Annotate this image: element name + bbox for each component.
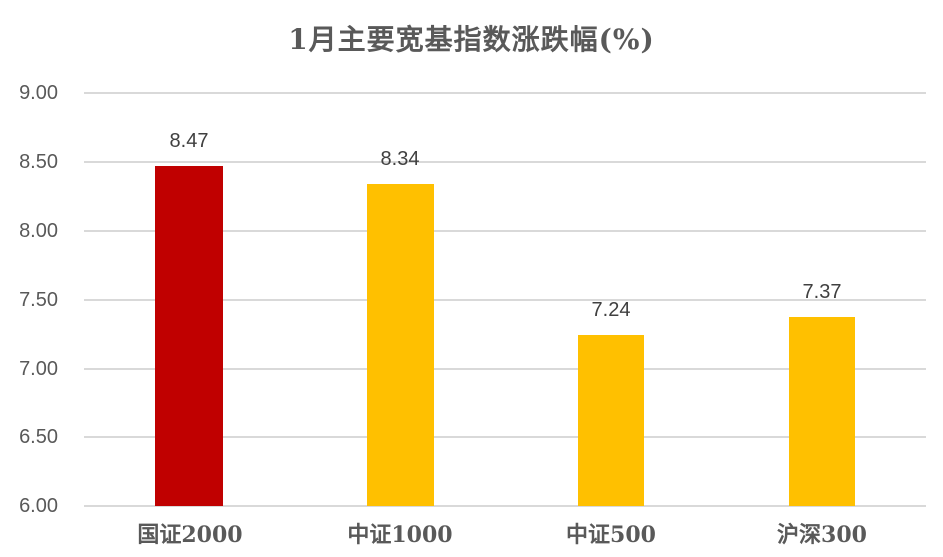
- data-label: 8.47: [169, 129, 209, 152]
- y-tick-label: 8.00: [19, 220, 58, 242]
- gridline-7-00: [84, 368, 926, 370]
- y-tick-label: 8.50: [19, 151, 58, 173]
- gridline-8-50: [84, 161, 926, 163]
- data-label: 7.37: [802, 281, 842, 304]
- y-tick-label: 6.00: [19, 495, 58, 517]
- y-tick-label: 7.50: [19, 289, 58, 311]
- gridline-9-00: [84, 92, 926, 94]
- gridline-6-50: [84, 436, 926, 438]
- bar-hushen-300: [789, 317, 855, 506]
- x-tick-label: 中证500: [566, 522, 656, 548]
- bar-zhongzheng-500: [578, 335, 644, 506]
- x-tick-label: 沪深300: [777, 522, 867, 548]
- x-axis-line: [84, 505, 926, 507]
- data-label: 7.24: [591, 299, 631, 322]
- gridline-8-00: [84, 230, 926, 232]
- x-tick-label: 中证1000: [347, 522, 453, 548]
- y-tick-label: 7.00: [19, 358, 58, 380]
- x-tick-label: 国证2000: [137, 522, 243, 548]
- data-label: 8.34: [380, 147, 420, 170]
- gridline-7-50: [84, 299, 926, 301]
- bar-zhongzheng-1000: [367, 183, 434, 506]
- bar-guozheng-2000: [155, 165, 223, 506]
- y-tick-label: 9.00: [19, 82, 58, 104]
- chart-title: 1月主要宽基指数涨跌幅(%): [288, 23, 655, 56]
- y-tick-label: 6.50: [19, 426, 58, 448]
